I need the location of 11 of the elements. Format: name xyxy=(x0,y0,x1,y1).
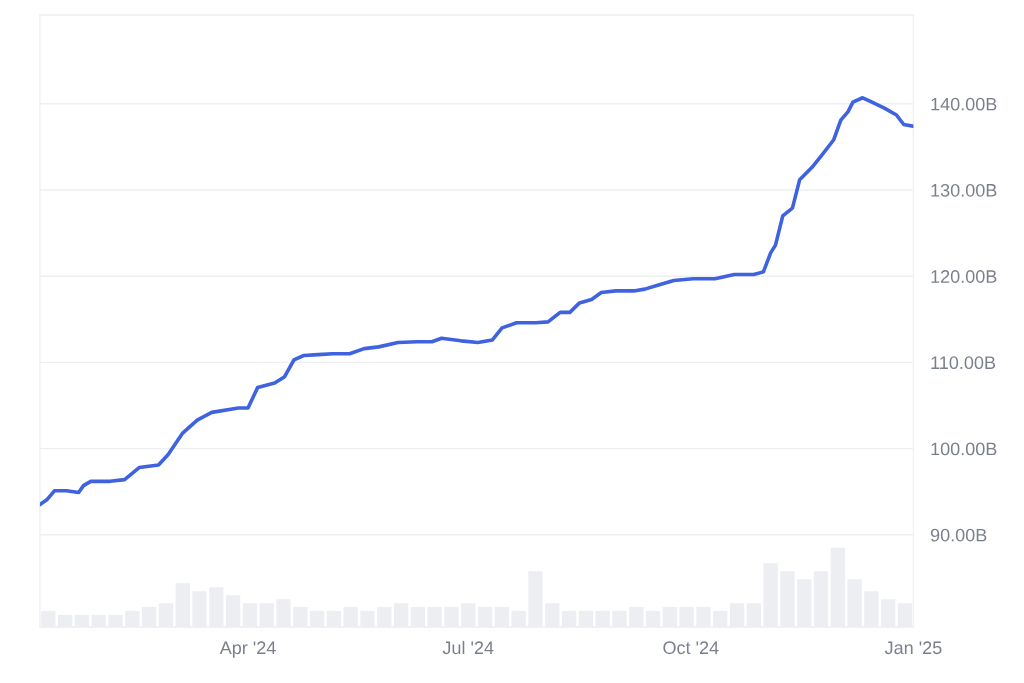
x-tick-label: Jul '24 xyxy=(442,640,494,655)
y-tick-label: 130.00B xyxy=(931,183,997,197)
x-tick-label: Jan '25 xyxy=(884,641,942,655)
y-tick-label: 90.00B xyxy=(930,528,987,542)
x-tick-label: Apr '24 xyxy=(219,641,276,658)
y-tick-label: 140.00B xyxy=(931,97,997,111)
y-tick-label: 120.00B xyxy=(931,270,997,283)
x-tick-label: Oct '24 xyxy=(663,641,719,655)
y-tick-label: 100.00B xyxy=(931,442,997,456)
line-series xyxy=(39,95,914,507)
y-tick-label: 110.00B xyxy=(931,356,996,370)
